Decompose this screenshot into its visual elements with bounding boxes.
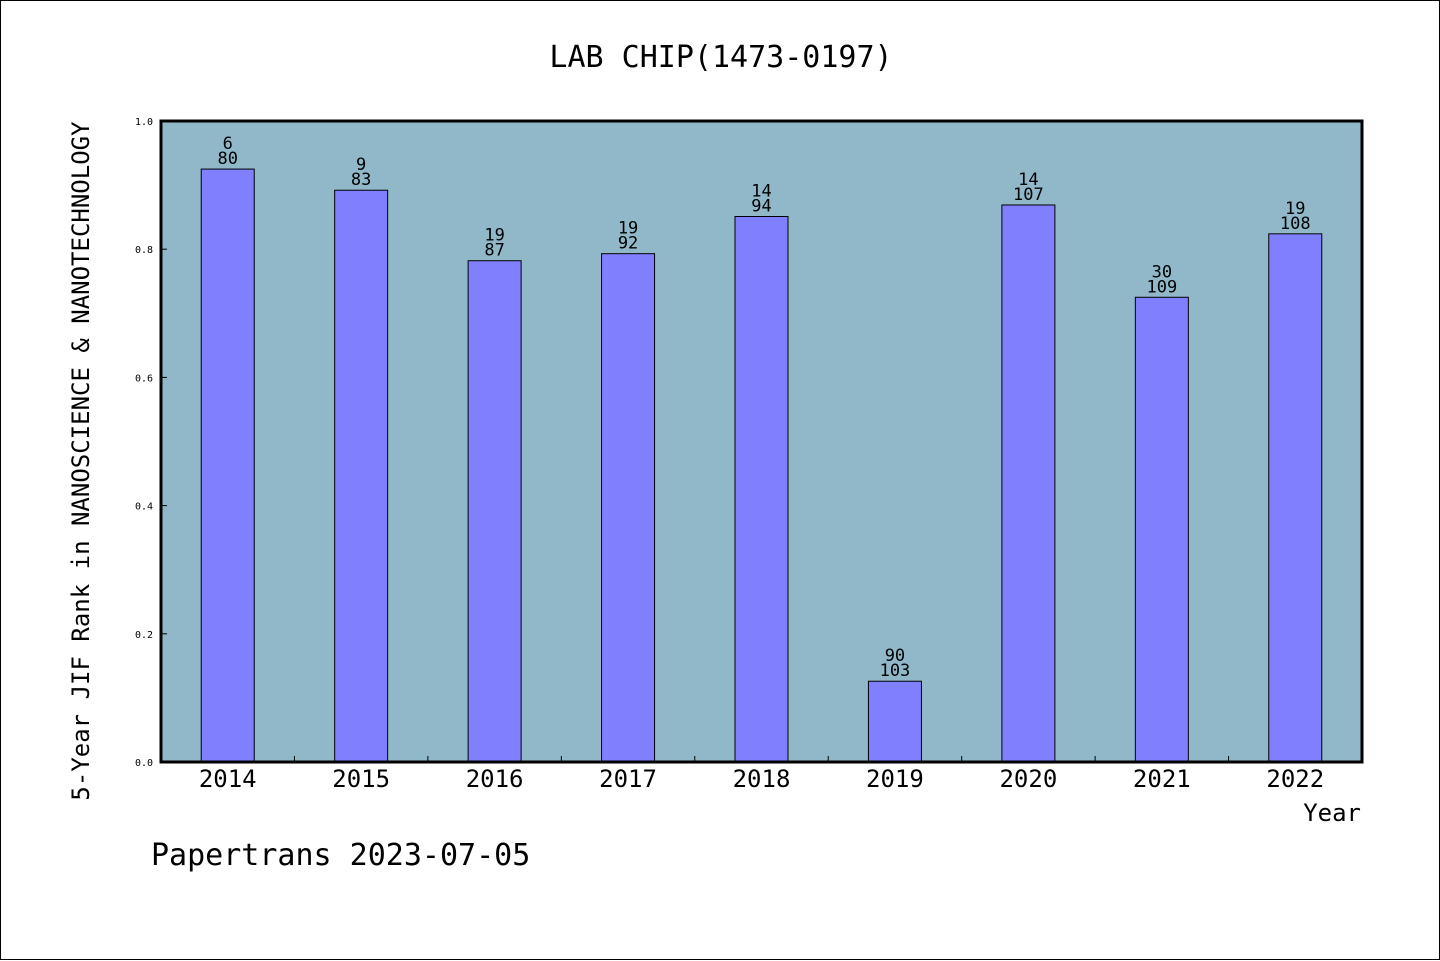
bar-rank-label-2017: 19 xyxy=(618,219,638,239)
y-tick-label-0.4: 0.4 xyxy=(135,502,153,513)
bar-2022 xyxy=(1268,233,1323,763)
x-tick-label-2022: 2022 xyxy=(1266,765,1324,793)
bar-2016 xyxy=(467,260,522,763)
x-axis: 2014 2015 2016 2017 2018 2019 2020 2021 2022 xyxy=(199,756,1324,793)
chart-title: LAB CHIP(1473-0197) xyxy=(549,40,892,75)
bar-rank-label-2019: 90 xyxy=(885,646,905,666)
bar-total-label-2017: 92 xyxy=(618,234,638,254)
bar-rank-label-2016: 19 xyxy=(484,226,504,246)
x-tick-label-2019: 2019 xyxy=(866,765,924,793)
bar-2014 xyxy=(200,168,255,763)
bar-2021 xyxy=(1134,296,1189,763)
bar-rank-label-2018: 14 xyxy=(751,182,771,202)
bar-total-label-2015: 83 xyxy=(351,170,371,190)
bar-total-label-2022: 108 xyxy=(1280,214,1311,234)
bar-2017 xyxy=(601,253,656,763)
bar-2015 xyxy=(334,189,389,763)
x-tick-label-2020: 2020 xyxy=(999,765,1057,793)
y-tick-label-0.8: 0.8 xyxy=(135,245,153,256)
plot-frame xyxy=(159,119,1364,764)
bar-total-label-2020: 107 xyxy=(1013,185,1044,205)
x-tick-label-2015: 2015 xyxy=(332,765,390,793)
x-axis-label: Year xyxy=(1303,799,1361,827)
y-tick-label-0.6: 0.6 xyxy=(135,373,153,384)
x-tick-label-2014: 2014 xyxy=(199,765,257,793)
y-tick-label-0.0: 0.0 xyxy=(135,758,153,769)
bar-total-label-2016: 87 xyxy=(484,241,504,261)
y-axis: 0.0 0.2 0.4 0.6 0.8 1.0 xyxy=(135,117,167,769)
bar-2019 xyxy=(867,680,922,763)
bar-2020 xyxy=(1001,204,1056,763)
y-tick-label-1.0: 1.0 xyxy=(135,117,153,128)
bar-total-label-2019: 103 xyxy=(880,661,911,681)
bar-2018 xyxy=(734,216,789,763)
bar-total-label-2018: 94 xyxy=(751,197,771,217)
bar-rank-label-2014: 6 xyxy=(223,134,233,154)
x-tick-label-2021: 2021 xyxy=(1133,765,1191,793)
x-tick-label-2016: 2016 xyxy=(466,765,524,793)
bar-rank-label-2022: 19 xyxy=(1285,199,1305,219)
bar-rank-label-2015: 9 xyxy=(356,155,366,175)
bar-rank-label-2020: 14 xyxy=(1018,170,1038,190)
bar-total-label-2014: 80 xyxy=(217,149,237,169)
y-axis-label: 5-Year JIF Rank in NANOSCIENCE & NANOTEC… xyxy=(67,121,95,801)
x-tick-label-2018: 2018 xyxy=(733,765,791,793)
bar-rank-label-2021: 30 xyxy=(1152,262,1172,282)
x-tick-label-2017: 2017 xyxy=(599,765,657,793)
footer-credit: Papertrans 2023-07-05 xyxy=(151,838,530,873)
y-tick-label-0.2: 0.2 xyxy=(135,630,153,641)
bar-total-label-2021: 109 xyxy=(1146,277,1177,297)
